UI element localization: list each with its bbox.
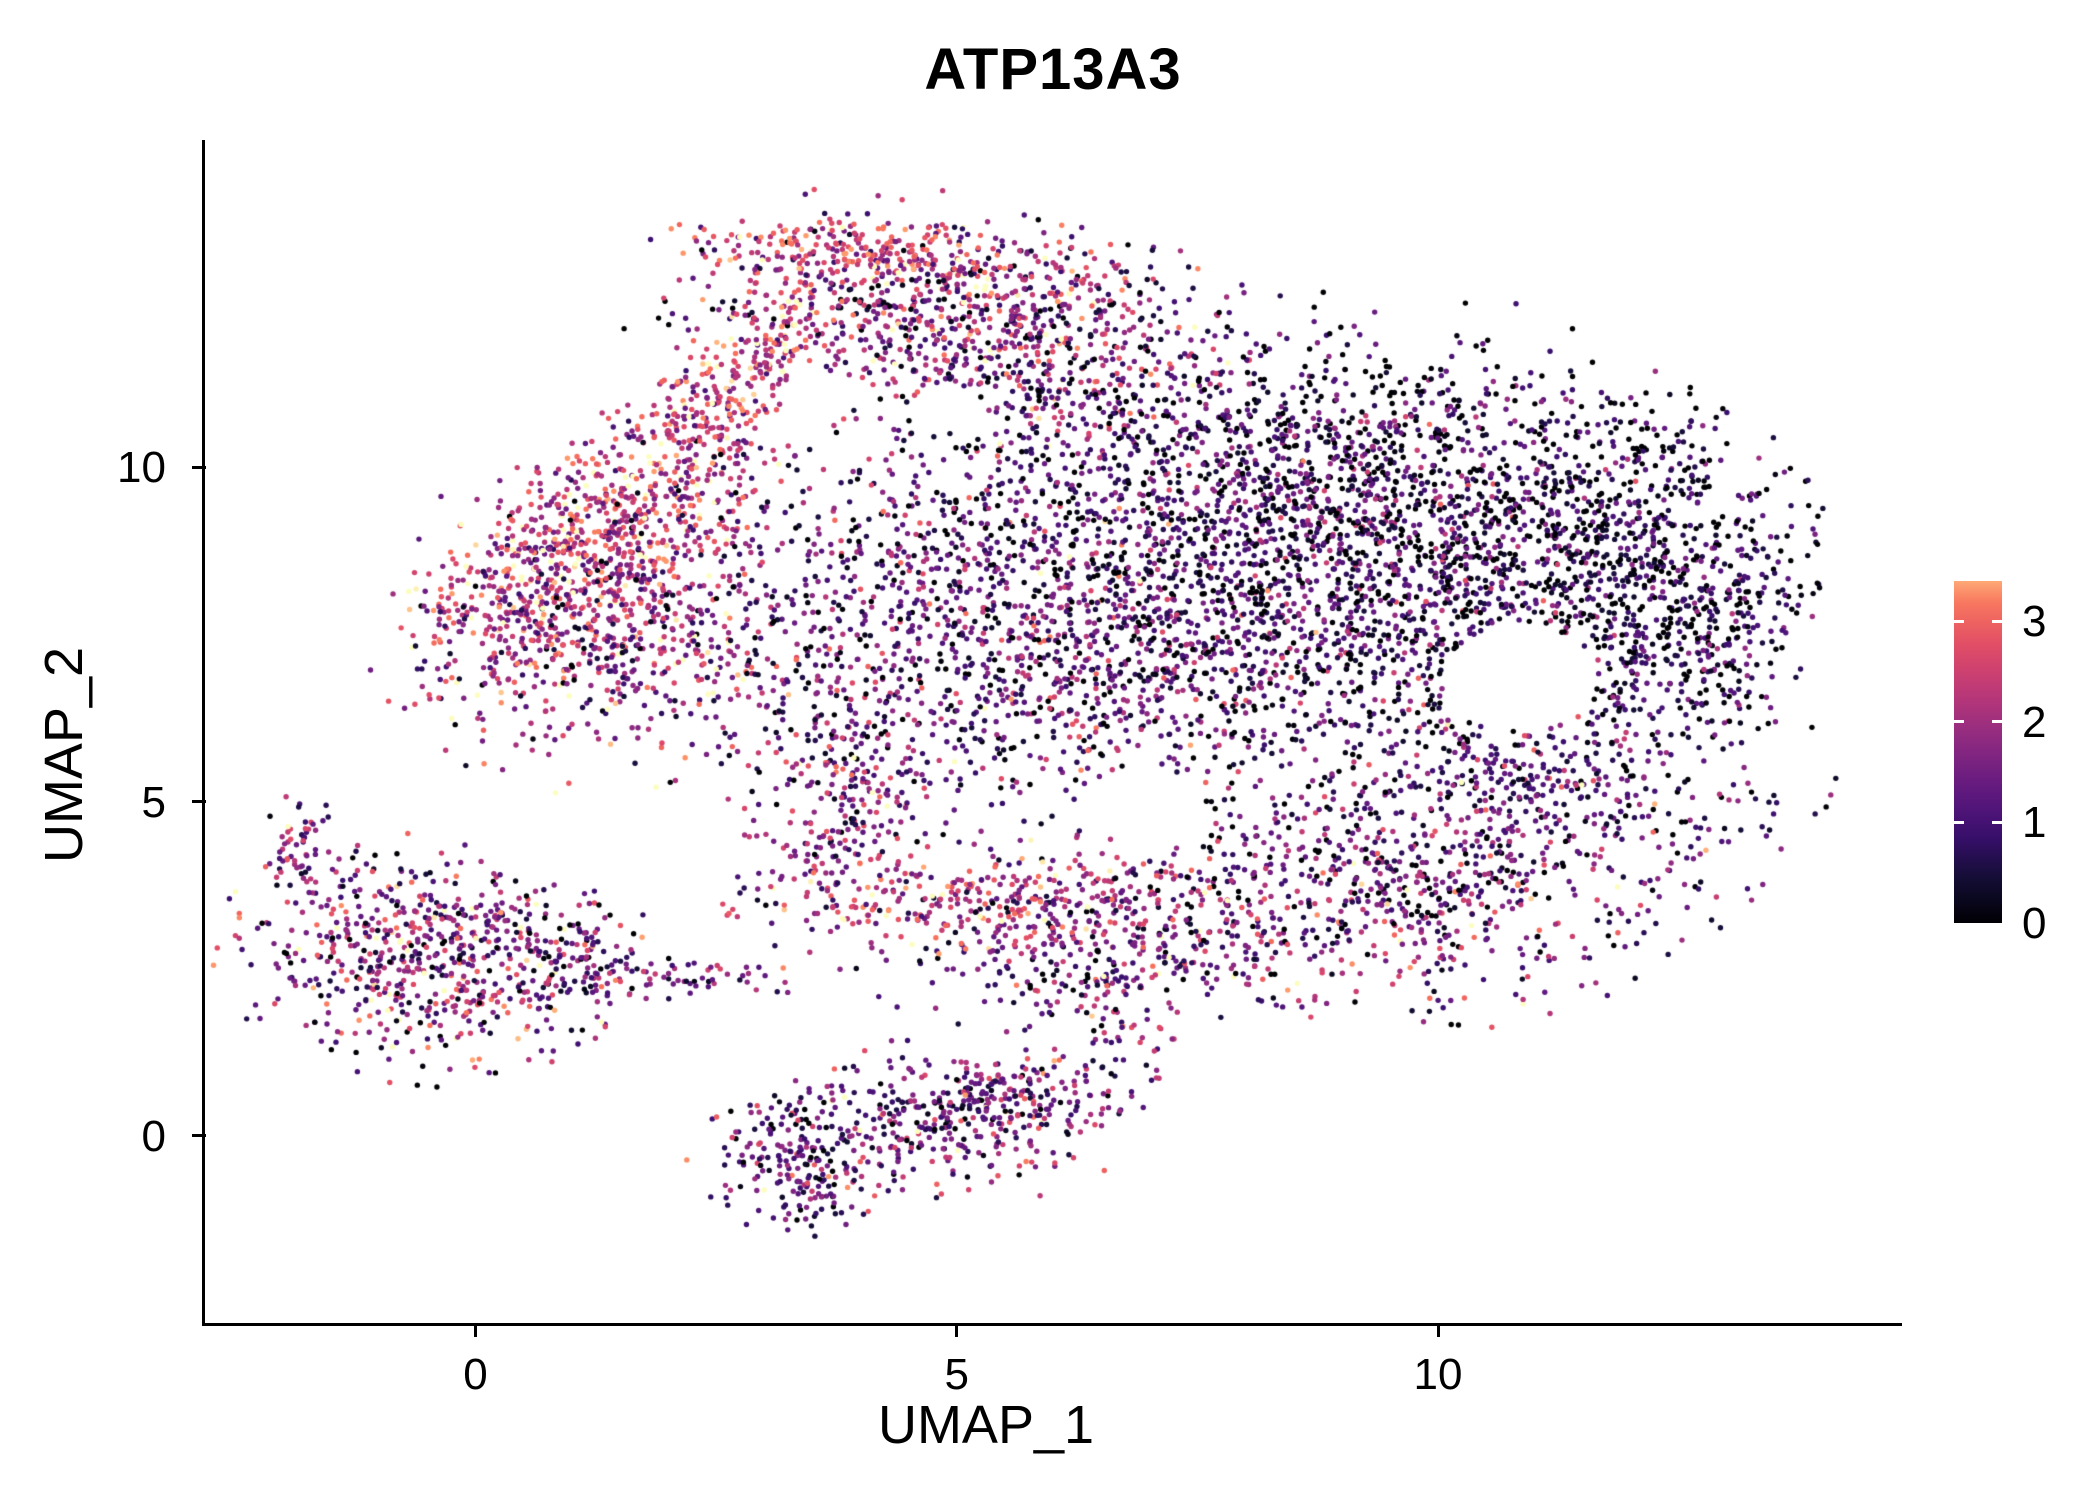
colorbar-tick-label: 2 (2022, 697, 2047, 747)
y-axis-tick-mark (192, 1134, 206, 1138)
colorbar-tick-label: 0 (2022, 899, 2047, 948)
colorbar-tick-label: 3 (2022, 597, 2047, 647)
y-axis-tick-mark (192, 465, 206, 469)
y-axis-tick-label: 10 (117, 443, 166, 493)
y-axis-tick-label: 0 (141, 1111, 166, 1161)
x-axis-tick-mark (955, 1323, 959, 1337)
colorbar-tick-mark (1954, 619, 1964, 623)
x-axis-tick-label: 5 (944, 1350, 969, 1399)
colorbar-tick-label: 1 (2022, 798, 2047, 848)
colorbar-gradient (1954, 581, 2002, 923)
y-axis-tick-label: 5 (141, 777, 166, 827)
colorbar-tick-mark (1992, 619, 2002, 623)
x-axis-line (202, 1323, 1902, 1326)
colorbar-tick-mark (1954, 720, 1964, 724)
colorbar-tick-mark (1954, 820, 1964, 824)
x-axis-tick-label: 0 (463, 1350, 488, 1399)
colorbar-tick-mark (1992, 820, 2002, 824)
colorbar-tick-mark (1992, 720, 2002, 724)
y-axis-tick-mark (192, 800, 206, 804)
x-axis-tick-mark (1436, 1323, 1440, 1337)
y-axis-label: UMAP_2 (34, 646, 94, 864)
x-axis-label: UMAP_1 (877, 1395, 1095, 1455)
x-axis-tick-label: 10 (1413, 1350, 1463, 1399)
y-axis-line (202, 140, 205, 1326)
x-axis-tick-mark (474, 1323, 477, 1337)
